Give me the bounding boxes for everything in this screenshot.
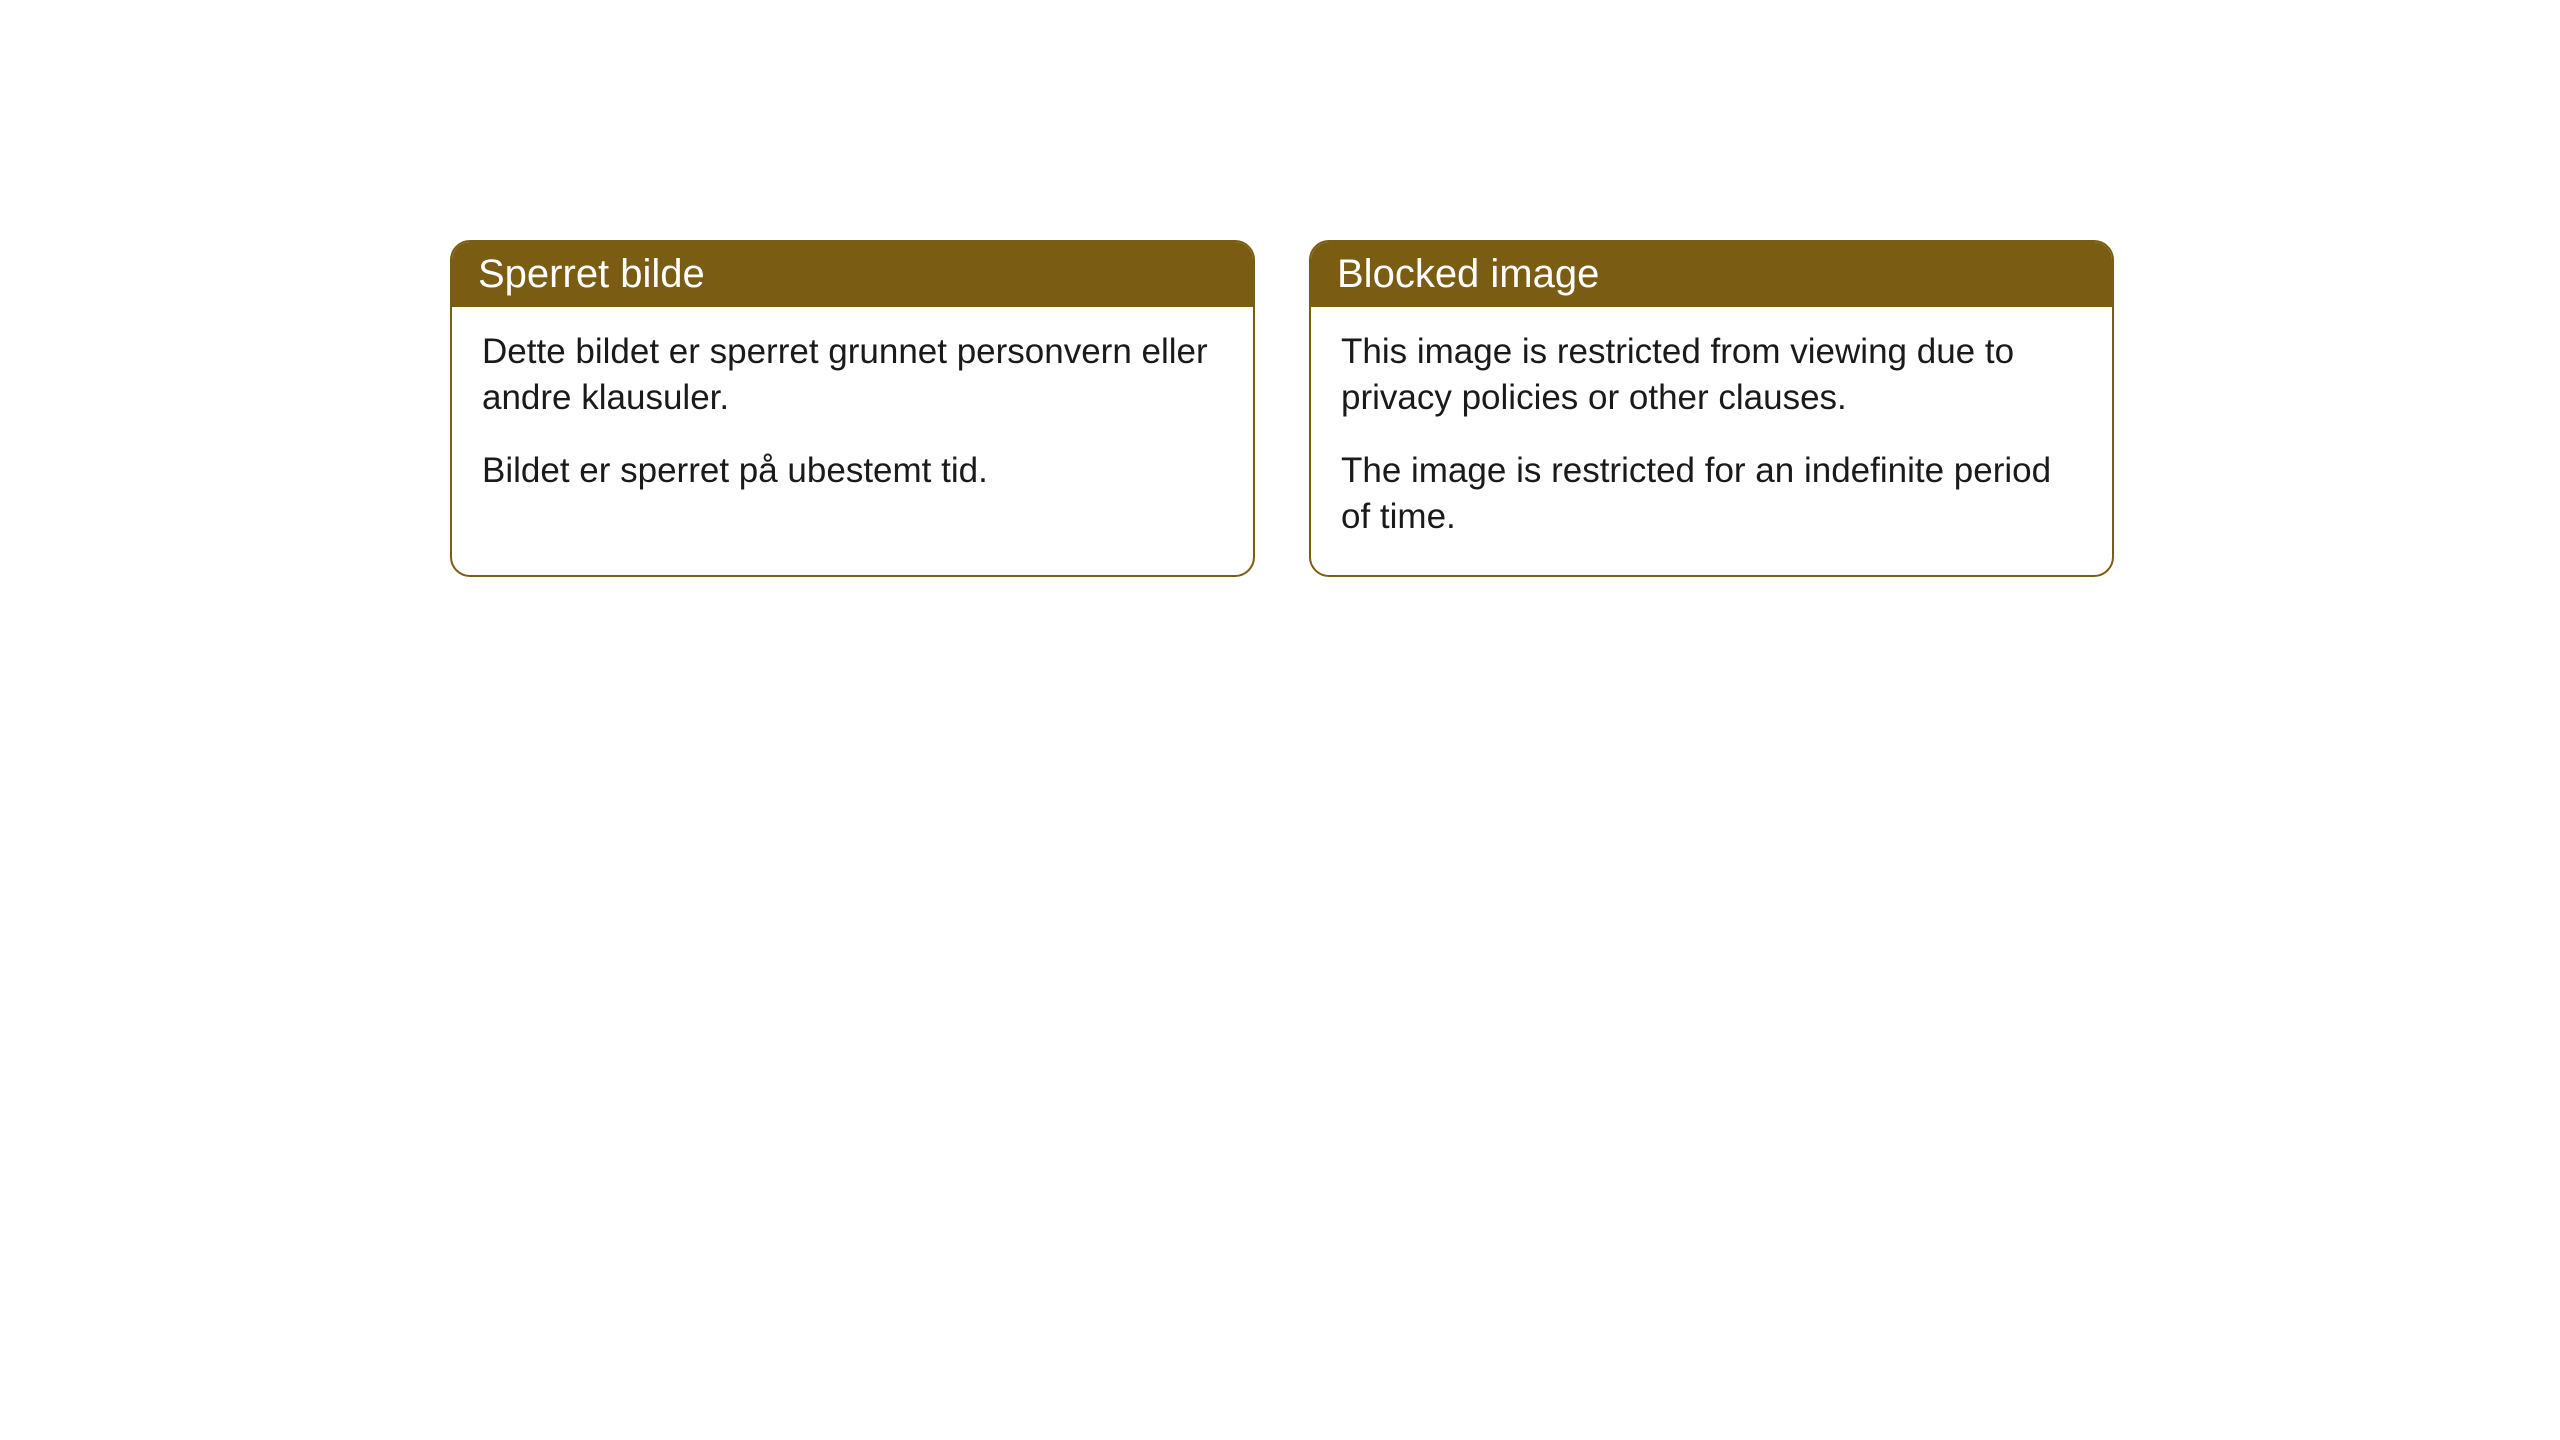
- card-paragraph-1-no: Dette bildet er sperret grunnet personve…: [482, 329, 1223, 420]
- card-paragraph-1-en: This image is restricted from viewing du…: [1341, 329, 2082, 420]
- card-body-en: This image is restricted from viewing du…: [1311, 307, 2112, 575]
- card-paragraph-2-en: The image is restricted for an indefinit…: [1341, 448, 2082, 539]
- card-header-no: Sperret bilde: [452, 242, 1253, 307]
- blocked-image-card-no: Sperret bilde Dette bildet er sperret gr…: [450, 240, 1255, 577]
- card-header-en: Blocked image: [1311, 242, 2112, 307]
- card-body-no: Dette bildet er sperret grunnet personve…: [452, 307, 1253, 530]
- card-title-no: Sperret bilde: [478, 252, 705, 296]
- card-paragraph-2-no: Bildet er sperret på ubestemt tid.: [482, 448, 1223, 494]
- card-title-en: Blocked image: [1337, 252, 1599, 296]
- notice-cards-container: Sperret bilde Dette bildet er sperret gr…: [0, 0, 2560, 577]
- blocked-image-card-en: Blocked image This image is restricted f…: [1309, 240, 2114, 577]
